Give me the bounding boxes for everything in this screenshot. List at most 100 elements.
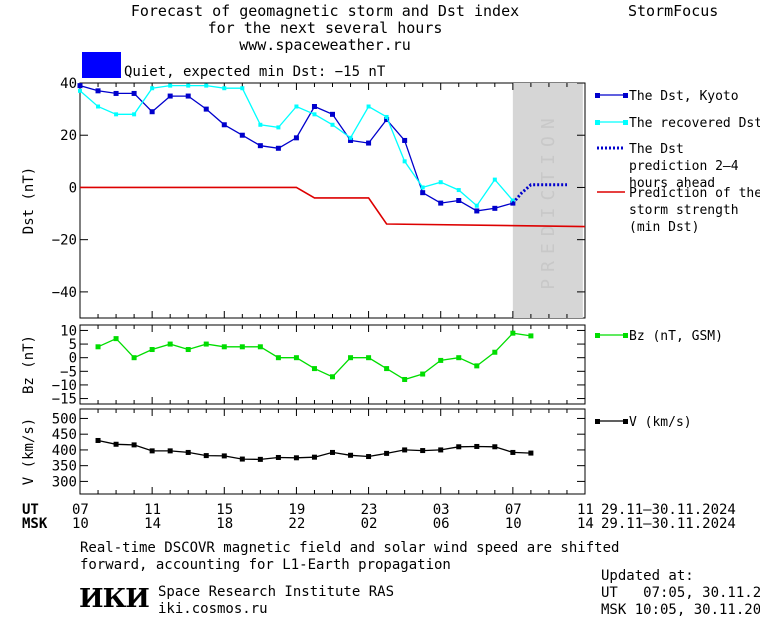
- legend-marker: [595, 419, 600, 424]
- msk-tick-label: 10: [72, 516, 89, 532]
- data-point: [150, 86, 155, 91]
- data-point: [149, 347, 155, 353]
- data-point: [203, 453, 209, 459]
- ut-tick-label: 11: [577, 502, 594, 518]
- updated-label: Updated at:: [601, 568, 694, 584]
- data-point: [366, 454, 372, 460]
- panel-frame: [79, 82, 586, 319]
- legend-label-line: storm strength: [629, 203, 739, 218]
- data-point: [221, 122, 227, 128]
- legend-marker: [623, 120, 628, 125]
- data-point: [311, 366, 317, 372]
- data-point: [185, 449, 191, 455]
- y-tick-label: 0: [69, 351, 77, 367]
- data-point: [95, 437, 101, 443]
- msk-tick-label: 06: [432, 516, 450, 532]
- data-point: [492, 444, 498, 450]
- chart-subtitle: for the next several hours: [207, 19, 443, 37]
- y-tick-label: −40: [52, 285, 77, 301]
- data-point: [420, 190, 426, 196]
- data-point: [474, 363, 480, 369]
- data-point: [474, 203, 479, 208]
- data-point: [275, 145, 281, 151]
- data-point: [113, 90, 119, 96]
- data-point: [438, 447, 444, 453]
- legend-label-line: V (km/s): [629, 415, 692, 430]
- data-point: [384, 450, 390, 456]
- data-point: [96, 104, 101, 109]
- panel-frames: [79, 82, 586, 495]
- ut-tick-label: 23: [360, 502, 378, 518]
- data-point: [203, 341, 209, 347]
- data-point: [203, 106, 209, 112]
- msk-tick-label: 22: [288, 516, 306, 532]
- status-label: Quiet, expected min Dst: −15 nT: [124, 64, 386, 80]
- data-point: [167, 93, 173, 99]
- data-point: [293, 355, 299, 361]
- y-axis-label: Dst (nT): [21, 167, 37, 234]
- data-point: [221, 344, 227, 350]
- legend-label-line: prediction 2–4: [629, 159, 739, 174]
- data-point: [311, 104, 317, 109]
- y-tick-label: 5: [69, 337, 77, 353]
- data-point: [420, 371, 426, 377]
- legend-marker: [595, 120, 600, 125]
- data-point: [420, 448, 426, 454]
- ut-tick-label: 07: [504, 502, 522, 518]
- data-point: [402, 137, 408, 143]
- y-tick-label: −20: [52, 233, 77, 249]
- data-point: [167, 341, 173, 347]
- data-point: [510, 200, 516, 206]
- prediction-label: PREDICTION: [538, 111, 559, 289]
- data-point: [239, 456, 245, 462]
- data-point: [456, 355, 462, 361]
- data-point: [456, 188, 461, 193]
- msk-date-range: 29.11–30.11.2024: [601, 516, 736, 532]
- legend-label-line: Prediction of the: [629, 186, 760, 201]
- msk-tick-label: 10: [504, 516, 522, 532]
- data-point: [366, 140, 372, 146]
- data-point: [492, 349, 498, 355]
- ut-tick-label: 15: [216, 502, 234, 518]
- data-point: [114, 112, 119, 117]
- series-line: [80, 186, 586, 228]
- data-point: [492, 177, 497, 182]
- data-point: [221, 453, 227, 459]
- data-point: [402, 159, 407, 164]
- brand-name: StormFocus: [628, 2, 719, 20]
- chart-title: Forecast of geomagnetic storm and Dst in…: [130, 2, 520, 20]
- source-url[interactable]: www.spaceweather.ru: [239, 36, 411, 54]
- data-point: [492, 205, 498, 211]
- data-series: [77, 83, 586, 462]
- institute-site[interactable]: iki.cosmos.ru: [158, 601, 268, 617]
- y-tick-label: 350: [52, 459, 77, 475]
- y-axis-label: Bz (nT): [21, 335, 37, 394]
- legend-label: The recovered Dst: [629, 116, 760, 131]
- ut-tick-label: 11: [144, 502, 161, 518]
- footer-note-line1: Real-time DSCOVR magnetic field and sola…: [80, 540, 620, 556]
- updated-msk: MSK 10:05, 30.11.2024: [601, 602, 760, 618]
- msk-axis-label: MSK: [22, 516, 48, 532]
- data-point: [257, 456, 263, 462]
- data-point: [239, 344, 245, 350]
- data-point: [456, 198, 462, 203]
- data-point: [366, 355, 372, 361]
- legend-label-line: The Dst, Kyoto: [629, 89, 739, 104]
- y-tick-label: 40: [60, 76, 77, 92]
- iki-logo: ИКИ: [79, 584, 150, 614]
- data-point: [78, 88, 82, 93]
- ut-tick-label: 19: [288, 502, 306, 518]
- y-tick-label: 500: [52, 411, 77, 427]
- data-point: [275, 454, 281, 460]
- legend-marker: [623, 419, 628, 424]
- prediction-zone: [512, 83, 583, 318]
- data-point: [222, 86, 227, 91]
- data-point: [402, 376, 408, 382]
- legend-label: Prediction of the storm strength (min Dst): [629, 186, 760, 235]
- data-point: [366, 104, 371, 109]
- data-point: [474, 443, 480, 449]
- data-point: [293, 135, 299, 141]
- updated-ut: UT 07:05, 30.11.2024: [601, 585, 760, 601]
- legend-label-line: Bz (nT, GSM): [629, 329, 723, 344]
- data-point: [95, 344, 101, 350]
